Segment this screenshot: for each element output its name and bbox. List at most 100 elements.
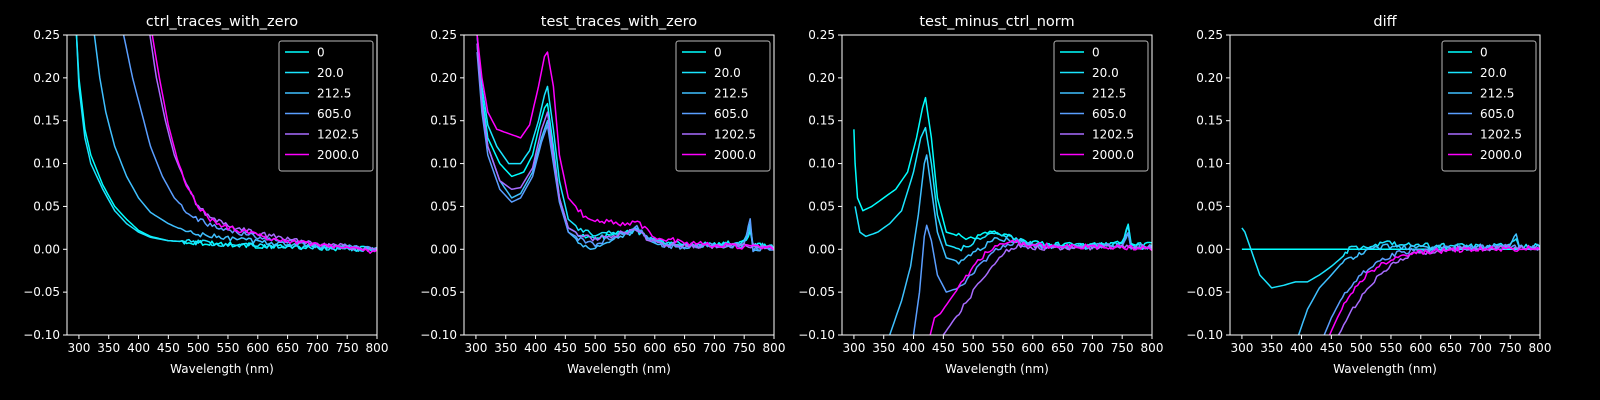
- legend-entry-212.5: 212.5: [714, 87, 748, 101]
- legend-entry-2000.0: 2000.0: [317, 148, 359, 162]
- x-tick-label: 350: [97, 341, 120, 355]
- axes-frame: [66, 34, 378, 336]
- x-tick-label: 750: [1111, 341, 1134, 355]
- x-tick-label: 600: [1021, 341, 1044, 355]
- series-line-2000.0: [476, 35, 774, 251]
- legend-entry-2000.0: 2000.0: [714, 148, 756, 162]
- series-line-2000.0: [1328, 245, 1540, 335]
- y-tick-label: 0.00: [430, 242, 457, 256]
- x-axis-label: Wavelength (nm): [1333, 362, 1437, 376]
- legend-box: [1053, 40, 1149, 172]
- legend-entry-20.0: 20.0: [317, 66, 344, 80]
- y-tick-label: 0.15: [808, 114, 835, 128]
- series-line-212.5: [1297, 233, 1540, 335]
- legend-box: [278, 40, 374, 172]
- x-tick-label: 450: [157, 341, 180, 355]
- x-tick-label: 450: [932, 341, 955, 355]
- y-tick-label: 0.10: [33, 157, 60, 171]
- legend-entry-212.5: 212.5: [317, 87, 351, 101]
- x-tick-label: 300: [67, 341, 90, 355]
- x-tick-label: 800: [366, 341, 389, 355]
- y-tick-label: 0.05: [33, 199, 60, 213]
- series-line-605.0: [1323, 243, 1540, 335]
- y-tick-label: −0.10: [23, 328, 60, 342]
- y-tick-label: 0.05: [808, 199, 835, 213]
- x-tick-label: 600: [643, 341, 666, 355]
- x-tick-label: 650: [1051, 341, 1074, 355]
- legend-entry-1202.5: 1202.5: [317, 128, 359, 142]
- legend: 0 20.0 212.5 605.0 1202.5 2000.0: [278, 40, 374, 172]
- x-tick-label: 550: [217, 341, 240, 355]
- series-line-2000.0: [151, 35, 377, 254]
- y-tick-label: −0.10: [798, 328, 835, 342]
- legend-entry-2000.0: 2000.0: [1092, 148, 1134, 162]
- x-tick-label: 450: [554, 341, 577, 355]
- y-tick-label: −0.05: [798, 285, 835, 299]
- x-tick-label: 600: [1409, 341, 1432, 355]
- panel-4: diff 300 350 400 450 500 550 600 650 700 750 800 −0.…: [1186, 14, 1551, 376]
- legend-entry-212.5: 212.5: [1480, 87, 1514, 101]
- x-tick-label: 500: [962, 341, 985, 355]
- x-tick-label: 400: [902, 341, 925, 355]
- y-tick-label: 0.05: [1196, 199, 1223, 213]
- y-tick-label: 0.00: [1196, 242, 1223, 256]
- y-tick-label: 0.20: [808, 71, 835, 85]
- x-tick-label: 500: [1350, 341, 1373, 355]
- chart-title: test_minus_ctrl_norm: [919, 14, 1074, 30]
- legend-entry-212.5: 212.5: [1092, 87, 1126, 101]
- series-line-20.0: [75, 35, 377, 253]
- y-tick-label: 0.20: [33, 71, 60, 85]
- series-line-20.0: [854, 126, 1152, 252]
- legend: 0 20.0 212.5 605.0 1202.5 2000.0: [675, 40, 771, 172]
- x-tick-label: 650: [673, 341, 696, 355]
- legend-box: [675, 40, 771, 172]
- series-line-20.0: [1241, 227, 1540, 289]
- legend: 0 20.0 212.5 605.0 1202.5 2000.0: [1053, 40, 1149, 172]
- y-tick-label: −0.05: [420, 285, 457, 299]
- y-tick-label: 0.20: [1196, 71, 1223, 85]
- x-tick-label: 550: [614, 341, 637, 355]
- legend-entry-1202.5: 1202.5: [1480, 128, 1522, 142]
- x-tick-label: 300: [842, 341, 865, 355]
- y-tick-label: 0.25: [33, 28, 60, 42]
- chart-title: diff: [1373, 14, 1397, 30]
- legend-entry-605.0: 605.0: [1480, 107, 1514, 121]
- legend-entry-605.0: 605.0: [714, 107, 748, 121]
- x-tick-label: 800: [1141, 341, 1164, 355]
- legend-entry-0: 0: [714, 46, 722, 60]
- series-group: [75, 35, 377, 254]
- x-tick-label: 750: [1499, 341, 1522, 355]
- y-tick-label: −0.05: [1186, 285, 1223, 299]
- x-tick-label: 500: [584, 341, 607, 355]
- series-group: [1241, 227, 1540, 335]
- x-tick-label: 800: [1529, 341, 1552, 355]
- x-axis-label: Wavelength (nm): [945, 362, 1049, 376]
- x-axis-label: Wavelength (nm): [170, 362, 274, 376]
- y-tick-label: 0.25: [430, 28, 457, 42]
- legend-entry-0: 0: [1092, 46, 1100, 60]
- y-tick-label: 0.10: [1196, 157, 1223, 171]
- x-tick-label: 750: [336, 341, 359, 355]
- series-line-1202.5: [942, 242, 1152, 335]
- chart-title: test_traces_with_zero: [541, 14, 698, 30]
- x-tick-label: 700: [703, 341, 726, 355]
- y-tick-label: 0.10: [808, 157, 835, 171]
- axes-frame: [1229, 34, 1541, 336]
- x-tick-label: 400: [524, 341, 547, 355]
- x-tick-label: 550: [992, 341, 1015, 355]
- y-tick-label: 0.15: [430, 114, 457, 128]
- y-tick-label: 0.15: [33, 114, 60, 128]
- x-tick-label: 300: [464, 341, 487, 355]
- series-line-212.5: [93, 35, 377, 252]
- x-tick-label: 350: [872, 341, 895, 355]
- legend-box: [1441, 40, 1537, 172]
- x-tick-label: 800: [763, 341, 786, 355]
- x-tick-label: 550: [1380, 341, 1403, 355]
- y-tick-label: 0.25: [808, 28, 835, 42]
- y-tick-label: 0.25: [1196, 28, 1223, 42]
- legend-entry-1202.5: 1202.5: [714, 128, 756, 142]
- x-tick-label: 350: [494, 341, 517, 355]
- axes-frame: [841, 34, 1153, 336]
- series-group: [853, 96, 1152, 335]
- series-line-1202.5: [149, 35, 377, 252]
